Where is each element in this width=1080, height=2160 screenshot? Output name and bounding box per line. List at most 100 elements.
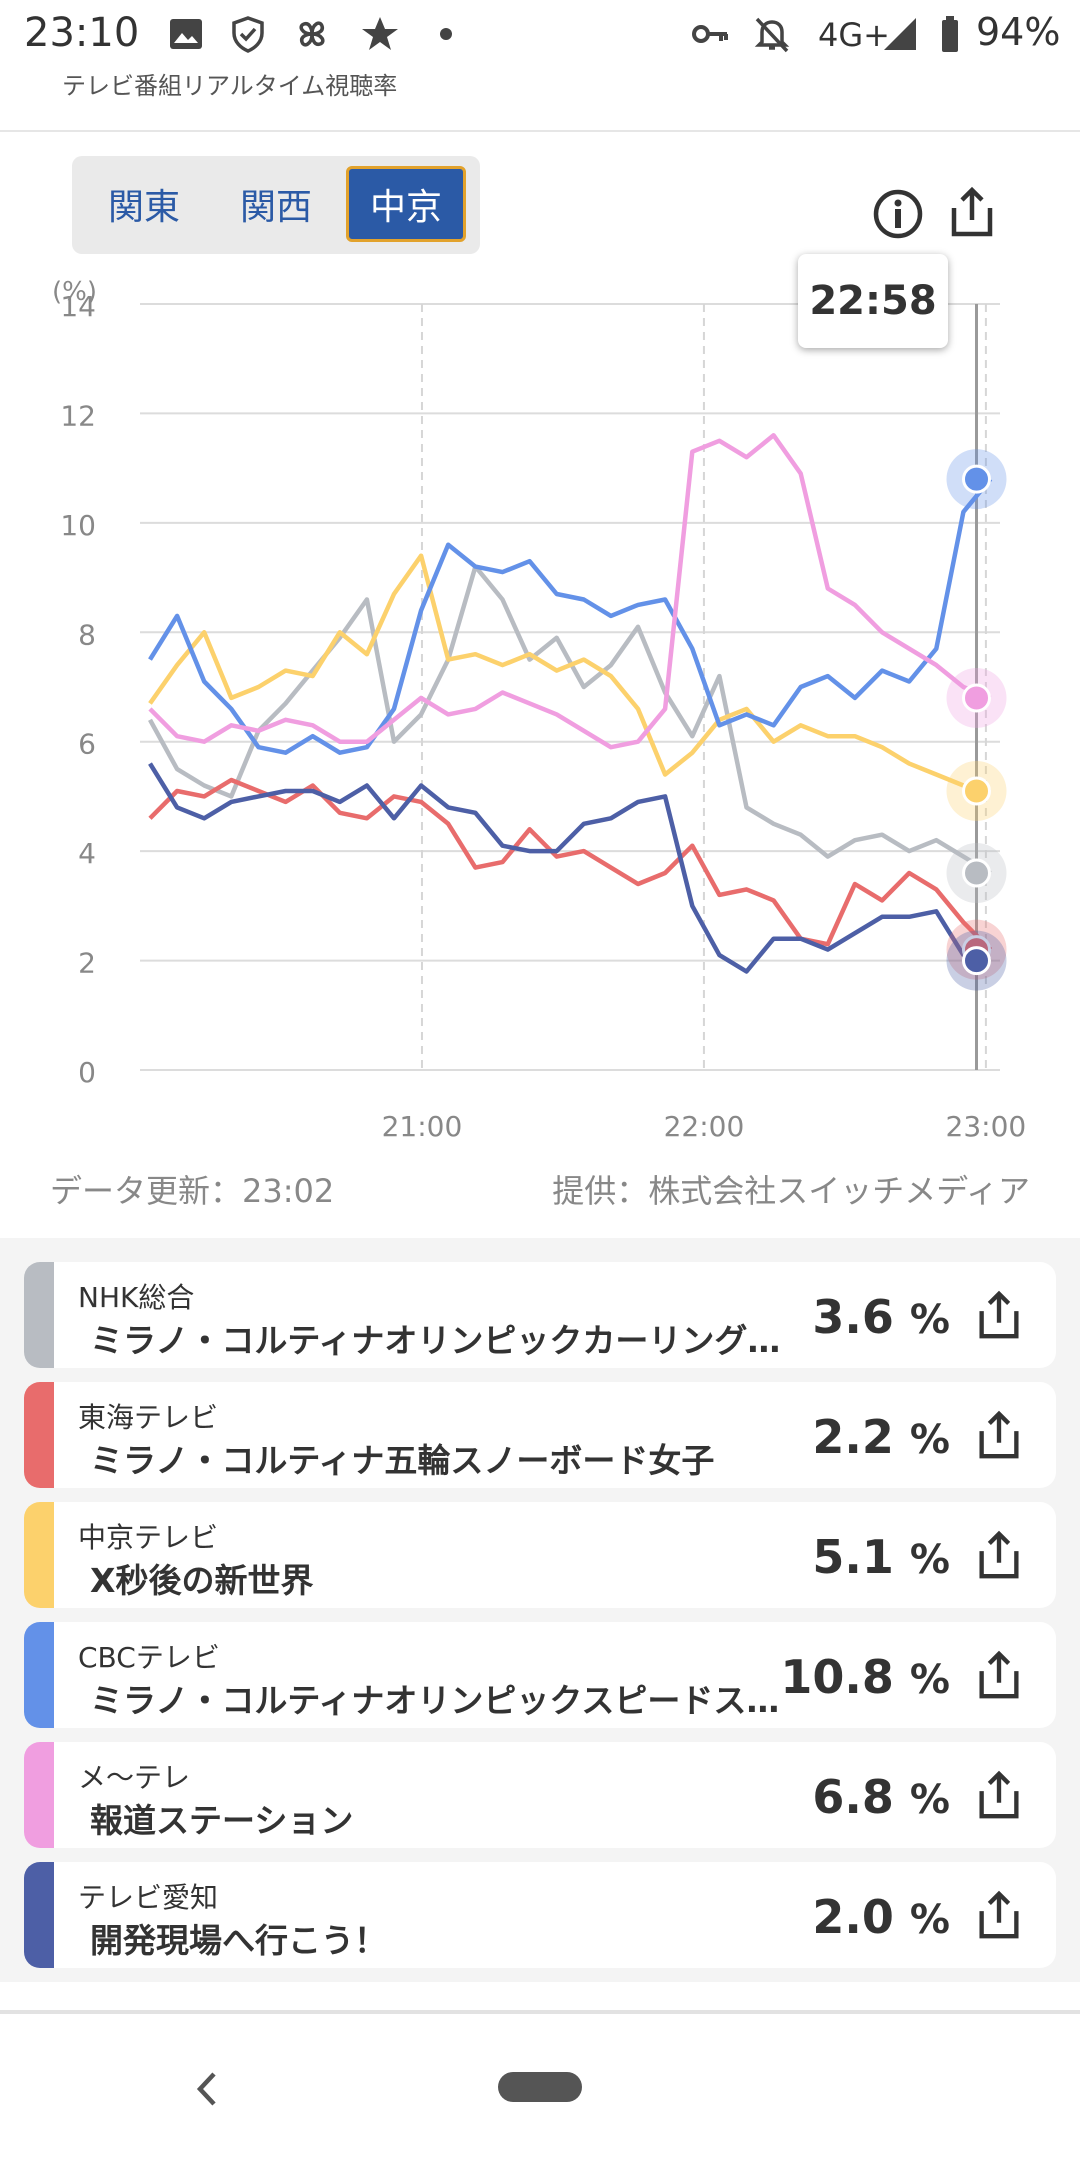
rating-value: 3.6 % — [812, 1290, 950, 1344]
channel-color-bar — [24, 1862, 54, 1968]
series-marker — [962, 946, 992, 976]
battery-level: 94% — [976, 10, 1061, 54]
pinwheel-icon — [299, 21, 325, 47]
rating-number: 2.2 — [812, 1410, 894, 1464]
series-line — [148, 777, 993, 952]
share-icon[interactable] — [972, 1408, 1026, 1462]
info-icon[interactable] — [870, 186, 926, 242]
rating-number: 2.0 — [812, 1890, 894, 1944]
series-line — [148, 564, 992, 875]
series-line — [148, 762, 991, 974]
channel-color-bar — [24, 1382, 54, 1488]
channel-name: CBCテレビ — [78, 1641, 220, 1674]
program-title: ミラノ・コルティナオリンピックスピードスケート — [90, 1681, 790, 1720]
status-time: 23:10 — [24, 10, 140, 56]
rating-value: 5.1 % — [812, 1530, 950, 1584]
program-title: ミラノ・コルティナオリンピックカーリング女子 — [90, 1321, 790, 1360]
time-tooltip: 22:58 — [798, 254, 948, 348]
divider — [0, 2010, 1080, 2014]
y-tick-label: 0 — [78, 1056, 96, 1089]
rating-unit: % — [909, 1297, 950, 1343]
channel-name: NHK総合 — [78, 1281, 195, 1314]
network-type: 4G+ — [818, 16, 890, 54]
y-tick-label: 4 — [78, 837, 96, 870]
rating-unit: % — [909, 1537, 950, 1583]
series-line — [148, 553, 991, 794]
rating-number: 5.1 — [812, 1530, 894, 1584]
channel-row-tokai[interactable]: 東海テレビ ミラノ・コルティナ五輪スノーボード女子 2.2 % — [24, 1382, 1056, 1488]
dot-icon — [440, 28, 452, 40]
x-tick-label: 22:00 — [664, 1110, 745, 1143]
y-axis-label: (%) — [52, 277, 97, 307]
y-tick-label: 12 — [60, 399, 96, 432]
y-tick-label: 8 — [78, 618, 96, 651]
rating-chart[interactable]: 0 2 4 6 8 10 12 14(%) 21:00 22:00 23:00 — [0, 270, 1080, 1150]
star-icon — [362, 17, 398, 50]
rating-unit: % — [909, 1417, 950, 1463]
rating-unit: % — [909, 1657, 950, 1703]
home-pill-icon[interactable] — [498, 2072, 582, 2102]
program-title: ミラノ・コルティナ五輪スノーボード女子 — [90, 1441, 715, 1480]
y-tick-label: 14 — [60, 290, 96, 323]
channel-color-bar — [24, 1262, 54, 1368]
channel-row-chukyo[interactable]: 中京テレビ X秒後の新世界 5.1 % — [24, 1502, 1056, 1608]
share-icon[interactable] — [972, 1768, 1026, 1822]
rating-number: 10.8 — [780, 1650, 894, 1704]
battery-icon — [942, 16, 958, 52]
x-tick-label: 23:00 — [946, 1110, 1027, 1143]
tab-kansai[interactable]: 関西 — [239, 187, 312, 228]
channel-name: メ～テレ — [78, 1761, 191, 1794]
back-icon[interactable] — [186, 2064, 226, 2114]
share-icon[interactable] — [972, 1528, 1026, 1582]
program-title: 報道ステーション — [90, 1801, 354, 1840]
channel-name: 東海テレビ — [78, 1401, 219, 1434]
y-tick-label: 6 — [78, 728, 96, 761]
rating-number: 3.6 — [812, 1290, 894, 1344]
series-marker — [962, 464, 992, 494]
series-marker — [962, 776, 992, 806]
channel-list: NHK総合 ミラノ・コルティナオリンピックカーリング女子 3.6 % 東海テレビ… — [0, 1238, 1080, 1982]
data-provider: 提供：株式会社スイッチメディア — [552, 1172, 1030, 1210]
channel-name: テレビ愛知 — [78, 1881, 219, 1914]
channel-name: 中京テレビ — [78, 1521, 219, 1554]
series-line — [148, 477, 993, 755]
channel-color-bar — [24, 1742, 54, 1848]
channel-row-nagoya[interactable]: メ～テレ 報道ステーション 6.8 % — [24, 1742, 1056, 1848]
shield-icon — [232, 16, 264, 53]
series-marker — [962, 683, 992, 713]
channel-row-nhk[interactable]: NHK総合 ミラノ・コルティナオリンピックカーリング女子 3.6 % — [24, 1262, 1056, 1368]
region-tabs: 関東 関西 中京 — [72, 156, 480, 254]
series-marker — [962, 858, 992, 888]
bell-off-icon — [754, 17, 790, 53]
rating-value: 6.8 % — [812, 1770, 950, 1824]
program-title: 開発現場へ行こう！ — [90, 1921, 387, 1960]
rating-unit: % — [909, 1897, 950, 1943]
series-line — [148, 433, 992, 750]
channel-row-aichi[interactable]: テレビ愛知 開発現場へ行こう！ 2.0 % — [24, 1862, 1056, 1968]
data-update-time: データ更新：23:02 — [50, 1172, 335, 1210]
program-title: X秒後の新世界 — [90, 1561, 314, 1600]
tab-kanto[interactable]: 関東 — [107, 187, 180, 228]
share-icon[interactable] — [972, 1288, 1026, 1342]
share-icon[interactable] — [944, 184, 1000, 240]
rating-number: 6.8 — [812, 1770, 894, 1824]
channel-color-bar — [24, 1622, 54, 1728]
signal-icon — [884, 18, 916, 50]
rating-unit: % — [909, 1777, 950, 1823]
x-tick-label: 21:00 — [382, 1110, 463, 1143]
image-icon — [170, 19, 202, 49]
y-tick-label: 10 — [60, 509, 96, 542]
channel-color-bar — [24, 1502, 54, 1608]
divider — [0, 130, 1080, 132]
app-title: テレビ番組リアルタイム視聴率 — [62, 72, 398, 100]
key-icon — [692, 25, 728, 43]
share-icon[interactable] — [972, 1648, 1026, 1702]
y-tick-label: 2 — [78, 947, 96, 980]
share-icon[interactable] — [972, 1888, 1026, 1942]
rating-value: 2.2 % — [812, 1410, 950, 1464]
channel-row-cbc[interactable]: CBCテレビ ミラノ・コルティナオリンピックスピードスケート 10.8 % — [24, 1622, 1056, 1728]
rating-value: 2.0 % — [812, 1890, 950, 1944]
status-bar: 23:10 4G+ 94% — [0, 0, 1080, 76]
tab-chukyo[interactable]: 中京 — [346, 166, 466, 242]
rating-value: 10.8 % — [780, 1650, 950, 1704]
